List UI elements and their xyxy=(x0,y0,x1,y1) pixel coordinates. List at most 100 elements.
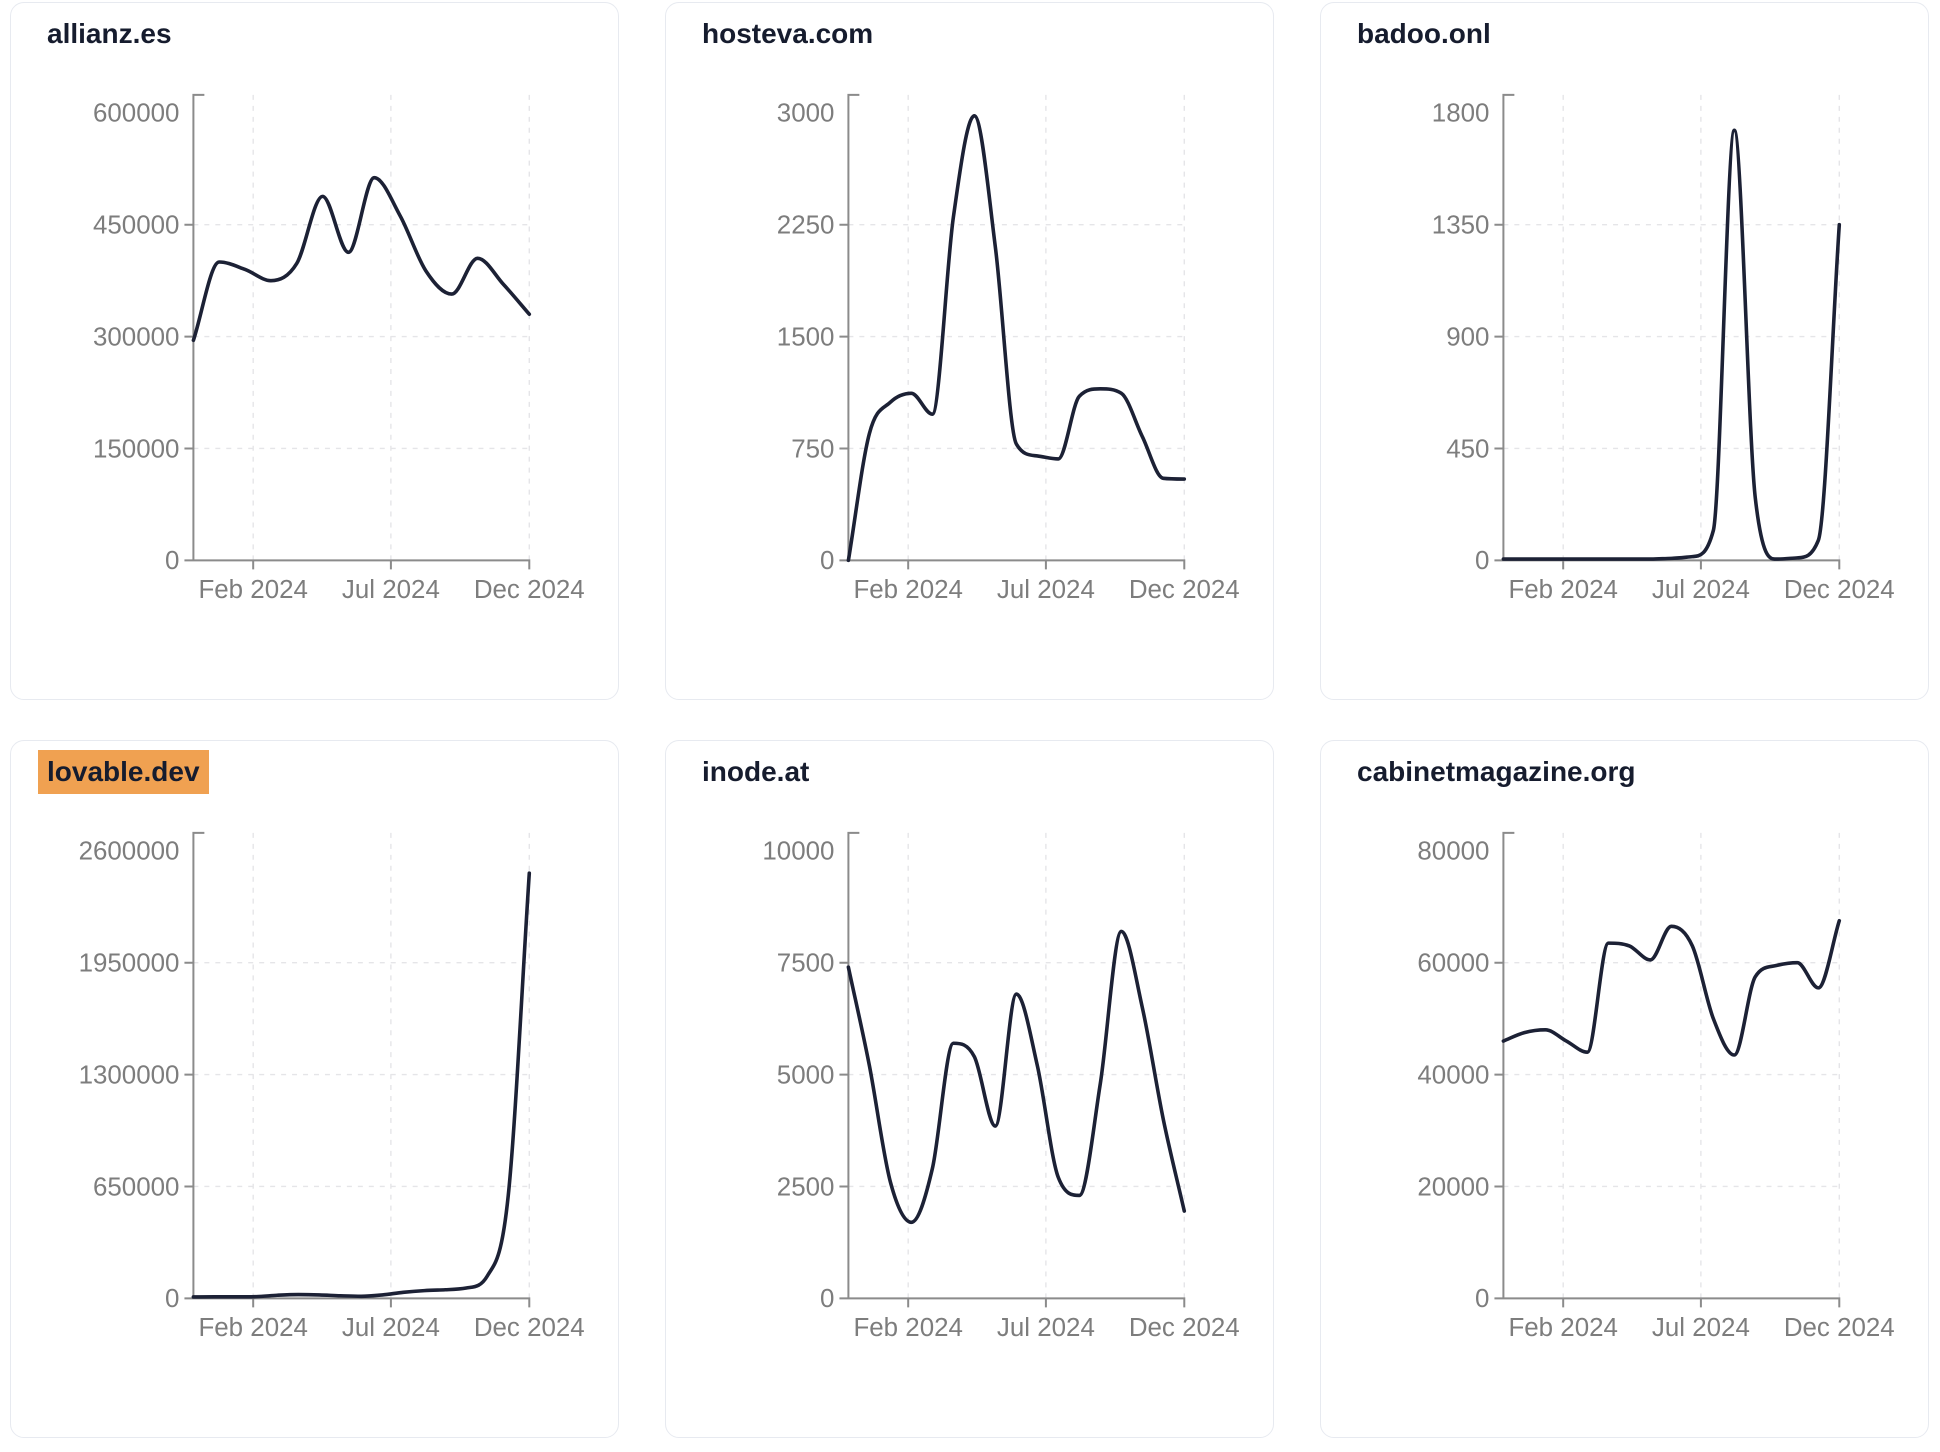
series-line xyxy=(191,175,532,343)
y-tick-label: 60000 xyxy=(1417,950,1489,978)
x-tick-label: Jul 2024 xyxy=(342,576,440,604)
y-axis-labels: 10000 7500 5000 2500 0 xyxy=(762,838,834,1314)
x-tick-label: Jul 2024 xyxy=(342,1314,440,1342)
y-tick-label: 0 xyxy=(1475,547,1489,575)
chart-title-text: hosteva.com xyxy=(702,18,874,49)
axis-lines xyxy=(839,831,1186,1308)
x-axis-labels: Feb 2024 Jul 2024 Dec 2024 xyxy=(1508,576,1894,604)
x-tick-label: Jul 2024 xyxy=(1652,1314,1750,1342)
y-tick-label: 0 xyxy=(820,547,834,575)
gridlines xyxy=(193,832,530,1299)
axis-lines xyxy=(839,93,1186,570)
chart-card: allianz.es 600000 450000 300000 150000 0 Feb … xyxy=(10,2,619,700)
axis-lines xyxy=(1494,831,1841,1308)
x-axis-labels: Feb 2024 Jul 2024 Dec 2024 xyxy=(198,576,584,604)
x-tick-label: Feb 2024 xyxy=(853,1314,962,1342)
gridlines xyxy=(1503,94,1840,561)
line-chart: 2600000 1950000 1300000 650000 0 Feb 2024 Jul … xyxy=(79,831,585,1342)
y-tick-label: 300000 xyxy=(93,323,179,351)
y-tick-label: 40000 xyxy=(1417,1061,1489,1089)
series-line xyxy=(1501,128,1842,561)
x-tick-label: Feb 2024 xyxy=(1508,1314,1617,1342)
y-tick-label: 0 xyxy=(1475,1285,1489,1313)
x-tick-label: Dec 2024 xyxy=(1129,1314,1240,1342)
axis-lines xyxy=(184,831,531,1308)
x-tick-label: Feb 2024 xyxy=(853,576,962,604)
series-line xyxy=(846,114,1187,563)
chart-card: hosteva.com 3000 2250 1500 750 0 Feb 2024 Jul … xyxy=(665,2,1274,700)
chart-card: lovable.dev 2600000 1950000 1300000 650000 0… xyxy=(10,740,619,1438)
x-tick-label: Dec 2024 xyxy=(474,576,585,604)
chart-card: inode.at 10000 7500 5000 2500 0 Feb 2024 Jul 2… xyxy=(665,740,1274,1438)
line-chart: 80000 60000 40000 20000 0 Feb 2024 Jul 2024 Dec… xyxy=(1417,831,1895,1342)
x-tick-label: Dec 2024 xyxy=(1784,576,1895,604)
x-tick-label: Jul 2024 xyxy=(1652,576,1750,604)
line-chart: 3000 2250 1500 750 0 Feb 2024 Jul 2024 Dec 2024 xyxy=(777,93,1240,604)
x-tick-label: Feb 2024 xyxy=(198,1314,307,1342)
y-tick-label: 10000 xyxy=(762,838,834,866)
axis-lines xyxy=(184,93,531,570)
y-tick-label: 5000 xyxy=(777,1061,835,1089)
axis-lines xyxy=(1494,93,1841,570)
y-axis-labels: 1800 1350 900 450 0 xyxy=(1432,100,1490,576)
line-chart: 10000 7500 5000 2500 0 Feb 2024 Jul 2024 Dec 20… xyxy=(762,831,1240,1342)
x-axis-labels: Feb 2024 Jul 2024 Dec 2024 xyxy=(198,1314,584,1342)
y-tick-label: 0 xyxy=(820,1285,834,1313)
y-axis-labels: 80000 60000 40000 20000 0 xyxy=(1417,838,1489,1314)
y-tick-label: 150000 xyxy=(93,435,179,463)
chart-card: badoo.onl 1800 1350 900 450 0 Feb 2024 Jul 202… xyxy=(1320,2,1929,700)
y-tick-label: 7500 xyxy=(777,950,835,978)
y-tick-label: 0 xyxy=(165,547,179,575)
x-tick-label: Dec 2024 xyxy=(1129,576,1240,604)
y-tick-label: 20000 xyxy=(1417,1173,1489,1201)
chart-title-text: badoo.onl xyxy=(1357,18,1491,49)
x-tick-label: Jul 2024 xyxy=(997,1314,1095,1342)
gridlines xyxy=(193,94,530,561)
line-chart: 1800 1350 900 450 0 Feb 2024 Jul 2024 Dec 2024 xyxy=(1432,93,1895,604)
series-line xyxy=(846,929,1187,1225)
x-axis-labels: Feb 2024 Jul 2024 Dec 2024 xyxy=(853,1314,1239,1342)
chart-title-text: allianz.es xyxy=(47,18,172,49)
y-tick-label: 450000 xyxy=(93,212,179,240)
y-tick-label: 2250 xyxy=(777,212,835,240)
x-axis-labels: Feb 2024 Jul 2024 Dec 2024 xyxy=(853,576,1239,604)
y-axis-labels: 600000 450000 300000 150000 0 xyxy=(93,100,179,576)
y-axis-labels: 2600000 1950000 1300000 650000 0 xyxy=(79,838,180,1314)
x-axis-labels: Feb 2024 Jul 2024 Dec 2024 xyxy=(1508,1314,1894,1342)
series-line xyxy=(1501,918,1842,1057)
chart-title: lovable.dev xyxy=(38,750,582,794)
y-tick-label: 900 xyxy=(1446,323,1489,351)
axes xyxy=(839,93,1186,570)
y-tick-label: 650000 xyxy=(93,1173,179,1201)
x-tick-label: Feb 2024 xyxy=(198,576,307,604)
chart-title: allianz.es xyxy=(47,17,582,51)
y-tick-label: 1800 xyxy=(1432,100,1490,128)
series-line xyxy=(191,871,532,1299)
chart-title-text: cabinetmagazine.org xyxy=(1357,756,1636,787)
axes xyxy=(184,93,531,570)
y-tick-label: 1300000 xyxy=(79,1061,180,1089)
axes xyxy=(184,831,531,1308)
y-tick-label: 80000 xyxy=(1417,838,1489,866)
line-chart: 600000 450000 300000 150000 0 Feb 2024 Jul 202… xyxy=(93,93,585,604)
y-tick-label: 2500 xyxy=(777,1173,835,1201)
gridlines xyxy=(848,832,1185,1299)
gridlines xyxy=(1503,832,1840,1299)
chart-title: cabinetmagazine.org xyxy=(1357,755,1892,789)
gridlines xyxy=(848,94,1185,561)
chart-card: cabinetmagazine.org 80000 60000 40000 20000… xyxy=(1320,740,1929,1438)
y-tick-label: 750 xyxy=(791,435,834,463)
chart-title: hosteva.com xyxy=(702,17,1237,51)
y-axis-labels: 3000 2250 1500 750 0 xyxy=(777,100,835,576)
y-tick-label: 450 xyxy=(1446,435,1489,463)
x-tick-label: Feb 2024 xyxy=(1508,576,1617,604)
y-tick-label: 2600000 xyxy=(79,838,180,866)
y-tick-label: 1950000 xyxy=(79,950,180,978)
x-tick-label: Dec 2024 xyxy=(1784,1314,1895,1342)
chart-title-text: inode.at xyxy=(702,756,810,787)
axes xyxy=(1494,831,1841,1308)
axes xyxy=(839,831,1186,1308)
x-tick-label: Jul 2024 xyxy=(997,576,1095,604)
axes xyxy=(1494,93,1841,570)
